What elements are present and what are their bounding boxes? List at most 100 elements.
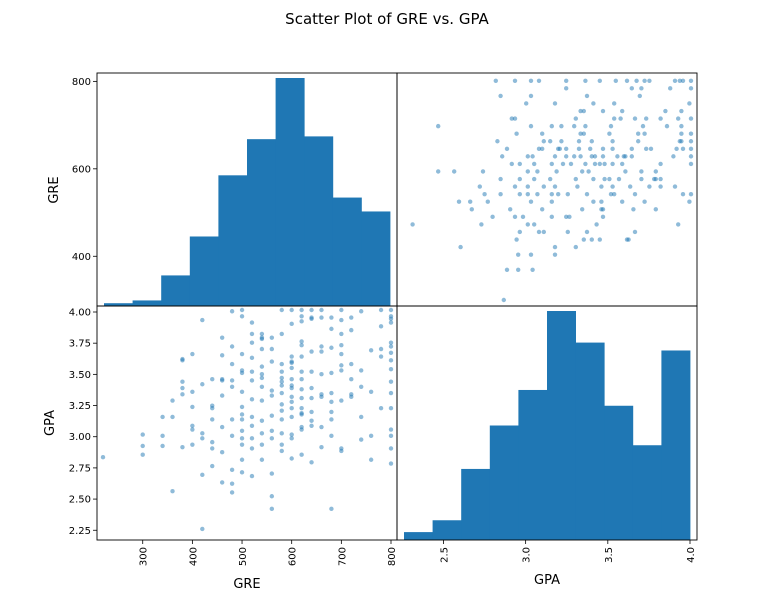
gpa-y-tick-label: 3.50 (69, 370, 91, 381)
gpa-x-tick-label: 3.0 (522, 547, 533, 563)
gpa-vs-gre-point (339, 351, 344, 357)
gre-vs-gpa-point (589, 237, 594, 242)
gpa-vs-gre-point (229, 378, 235, 383)
gre-vs-gpa-point (578, 131, 583, 136)
gre-vs-gpa-point (514, 131, 519, 136)
gpa-vs-gre-point (140, 443, 145, 449)
gpa-vs-gre-point (269, 359, 275, 364)
gre-vs-gpa-point (688, 78, 694, 83)
gpa-vs-gre-point (388, 350, 394, 355)
gre-vs-gpa-point (498, 93, 503, 99)
gre-vs-gpa-point (581, 108, 586, 114)
gre-vs-gpa-point (514, 237, 519, 242)
gpa-vs-gre-point (319, 444, 324, 450)
gre-vs-gpa-point (613, 78, 618, 83)
gpa-vs-gre-point (329, 433, 334, 439)
gpa-vs-gre-point (378, 405, 384, 411)
gre-vs-gpa-point (600, 108, 606, 114)
gre-vs-gpa-point (565, 229, 570, 235)
gpa-vs-gre-point (219, 353, 225, 358)
gpa-hist-bar (604, 405, 634, 540)
gre-vs-gpa-point (498, 191, 503, 197)
gpa-y-tick-label: 2.25 (69, 526, 91, 537)
gre-vs-gpa-point (552, 154, 558, 159)
gre-vs-gpa-point (567, 214, 572, 220)
gre-vs-gpa-point (591, 176, 596, 182)
gre-vs-gpa-point (580, 169, 585, 174)
gpa-hist-bar (432, 520, 462, 540)
gre-vs-gpa-point (516, 252, 521, 257)
gre-vs-gpa-point (508, 207, 513, 212)
gre-vs-gpa-point (658, 176, 663, 182)
gre-vs-gpa-point (680, 146, 686, 152)
gre-vs-gpa-point (615, 154, 620, 159)
gpa-vs-gre-point (359, 437, 364, 442)
gre-vs-gpa-point (532, 161, 537, 167)
gre-vs-gpa-point (623, 169, 628, 174)
gre-vs-gpa-point (552, 252, 558, 257)
gpa-vs-gre-point (388, 344, 394, 349)
gpa-vs-gre-point (388, 461, 394, 466)
gre-vs-gpa-point (639, 176, 644, 182)
gpa-vs-gre-point (289, 360, 294, 366)
gpa-vs-gre-point (299, 314, 304, 319)
gpa-vs-gre-point (279, 369, 284, 374)
gre-vs-gpa-point (620, 108, 625, 114)
gre-vs-gpa-point (636, 131, 641, 136)
gpa-vs-gre-point (309, 385, 314, 391)
gre-vs-gpa-point (490, 214, 495, 220)
gre-vs-gpa-point (591, 101, 596, 106)
gpa-vs-gre-point (249, 473, 255, 479)
gpa-vs-gre-point (388, 405, 394, 411)
gre-vs-gpa-point (676, 116, 681, 121)
gre-hist-bar (189, 236, 219, 306)
gre-vs-gpa-point (600, 154, 606, 159)
gpa-vs-gre-point (279, 402, 284, 407)
gpa-vs-gre-point (249, 378, 255, 383)
gre-hist-bar (332, 197, 362, 306)
gpa-vs-gre-point (309, 423, 314, 428)
gre-vs-gpa-point (456, 199, 462, 204)
gre-vs-gpa-point (501, 297, 506, 303)
gre-vs-gpa-point (610, 161, 615, 167)
gre-vs-gpa-point (512, 184, 518, 189)
gre-vs-gpa-point (568, 161, 574, 167)
gre-vs-gpa-point (636, 139, 641, 144)
gpa-y-tick-label: 2.75 (69, 463, 91, 474)
gpa-vs-gre-point (319, 307, 324, 313)
gpa-vs-gre-point (289, 456, 294, 461)
gre-vs-gpa-point (600, 146, 606, 152)
gpa-vs-gre-point (259, 331, 265, 337)
gpa-vs-gre-point (368, 433, 374, 439)
gpa-vs-gre-point (229, 384, 235, 389)
gre-vs-gpa-point (612, 101, 617, 106)
gre-vs-gpa-point (469, 207, 474, 212)
gre-x-tick-label: 600 (288, 547, 299, 566)
gre-vs-gpa-point (594, 222, 599, 227)
gre-hist-bar (161, 275, 191, 306)
gpa-vs-gre-point (239, 412, 245, 417)
gpa-vs-gre-point (249, 414, 255, 420)
gpa-vs-gre-point (378, 354, 384, 359)
gpa-vs-gre-point (329, 390, 334, 396)
gpa-vs-gre-point (289, 385, 294, 391)
gpa-vs-gre-point (339, 446, 344, 451)
gre-vs-gpa-point (509, 161, 514, 167)
gre-vs-gpa-point (588, 146, 593, 152)
gre-vs-gpa-point (612, 191, 617, 197)
gre-vs-gpa-point (668, 86, 673, 91)
gre-vs-gpa-point (584, 93, 590, 99)
gpa-vs-gre-point (299, 424, 304, 430)
gpa-vs-gre-point (289, 354, 294, 359)
gre-vs-gpa-point (677, 78, 682, 83)
gre-hist-bar (132, 300, 162, 306)
gre-vs-gpa-point (532, 222, 537, 227)
gpa-vs-gre-point (329, 315, 334, 320)
gpa-x-tick-label: 2.5 (439, 547, 450, 563)
gre-vs-gpa-point (500, 154, 505, 159)
gre-vs-gpa-point (468, 199, 473, 204)
gre-vs-gpa-point (616, 176, 622, 182)
gre-vs-gpa-point (552, 101, 558, 106)
gpa-hist-bar (518, 389, 548, 540)
gpa-histogram-panel (404, 311, 691, 540)
